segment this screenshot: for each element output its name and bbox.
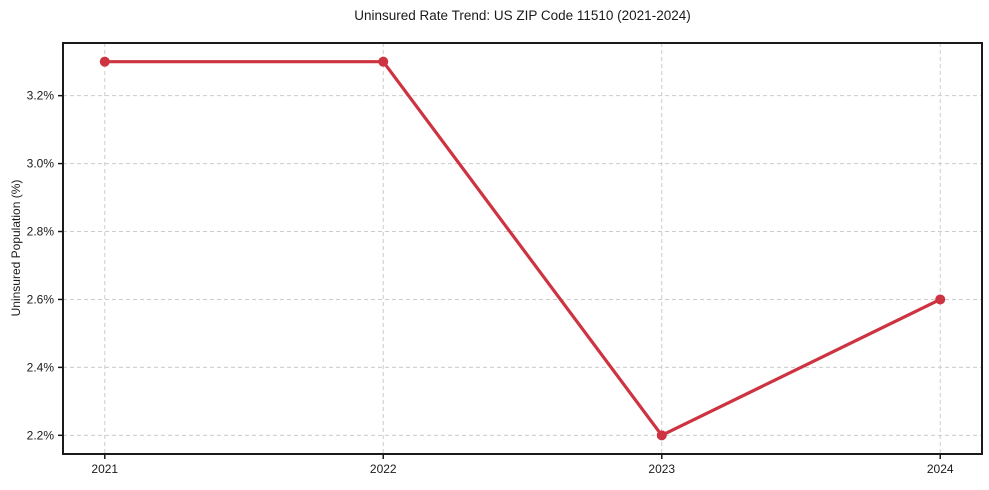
y-tick-label: 2.4% xyxy=(27,360,55,374)
x-tick-label: 2023 xyxy=(648,462,675,476)
data-line xyxy=(103,60,942,437)
y-tick-label: 2.6% xyxy=(27,292,55,306)
y-tick-label: 3.0% xyxy=(27,157,55,171)
data-point-marker xyxy=(935,294,946,305)
data-point-marker xyxy=(656,430,667,441)
x-tick-label: 2022 xyxy=(370,462,397,476)
chart-title: Uninsured Rate Trend: US ZIP Code 11510 … xyxy=(354,8,691,23)
y-tick-label: 2.2% xyxy=(27,428,55,442)
y-tick-label: 2.8% xyxy=(27,225,55,239)
x-tick-label: 2024 xyxy=(927,462,954,476)
plot-border xyxy=(62,42,983,455)
y-tick-label: 3.2% xyxy=(27,89,55,103)
y-axis-label: Uninsured Population (%) xyxy=(9,179,23,317)
x-tick-label: 2021 xyxy=(91,462,118,476)
data-point-marker xyxy=(378,56,389,67)
data-point-marker xyxy=(99,56,110,67)
